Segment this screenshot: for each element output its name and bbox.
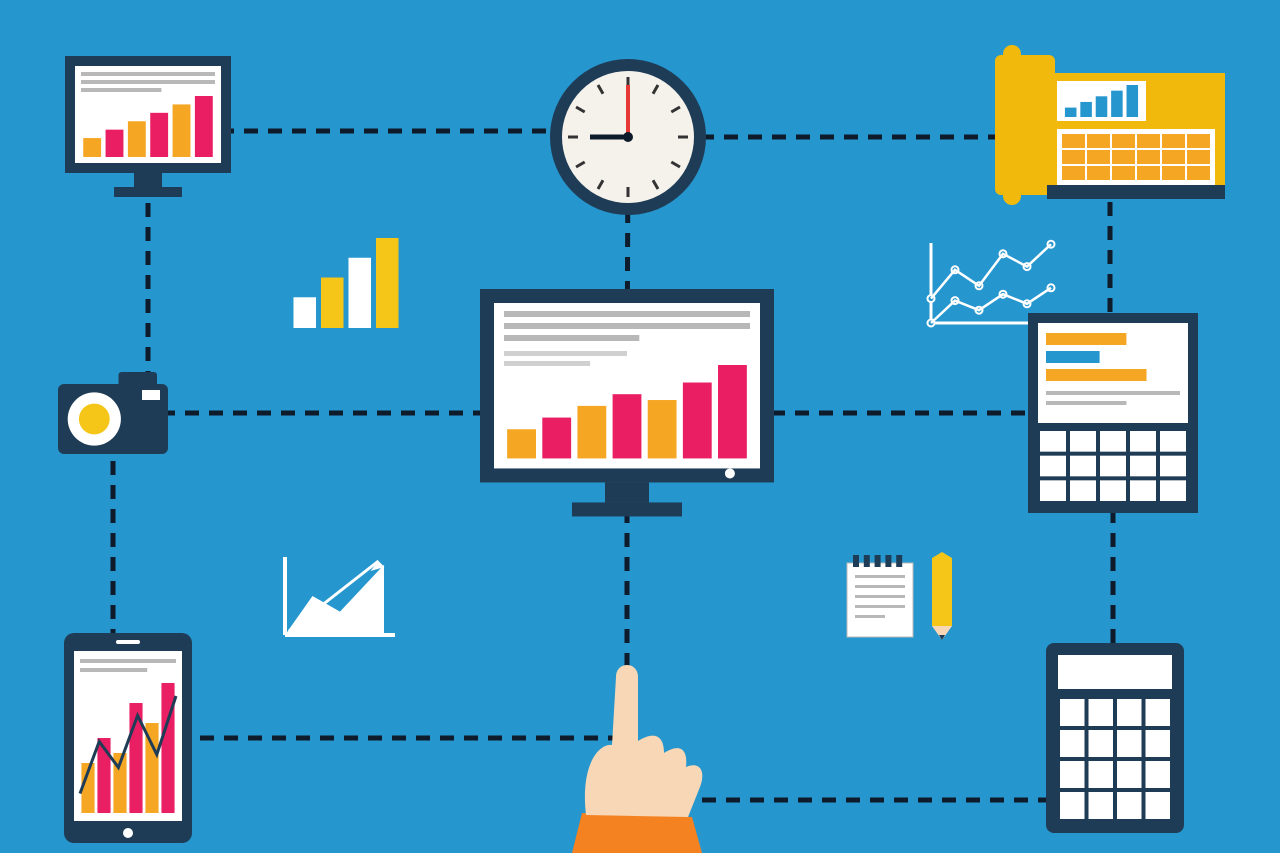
- pencil-icon: [932, 552, 952, 640]
- pointing-hand-icon: [572, 665, 702, 853]
- camera-icon: [58, 372, 168, 454]
- infographic-canvas: [0, 0, 1280, 853]
- calculator-icon: [1046, 643, 1184, 833]
- notepad-icon: [847, 555, 913, 637]
- bar-chart-icon: [293, 238, 398, 328]
- fax-icon: [995, 45, 1225, 205]
- monitor-large-icon: [480, 289, 774, 516]
- smartphone-icon: [64, 633, 192, 843]
- monitor-small-icon: [65, 56, 231, 197]
- tablet-keyboard-icon: [1028, 313, 1198, 513]
- clock-icon: [550, 59, 706, 215]
- area-chart-icon: [285, 557, 395, 635]
